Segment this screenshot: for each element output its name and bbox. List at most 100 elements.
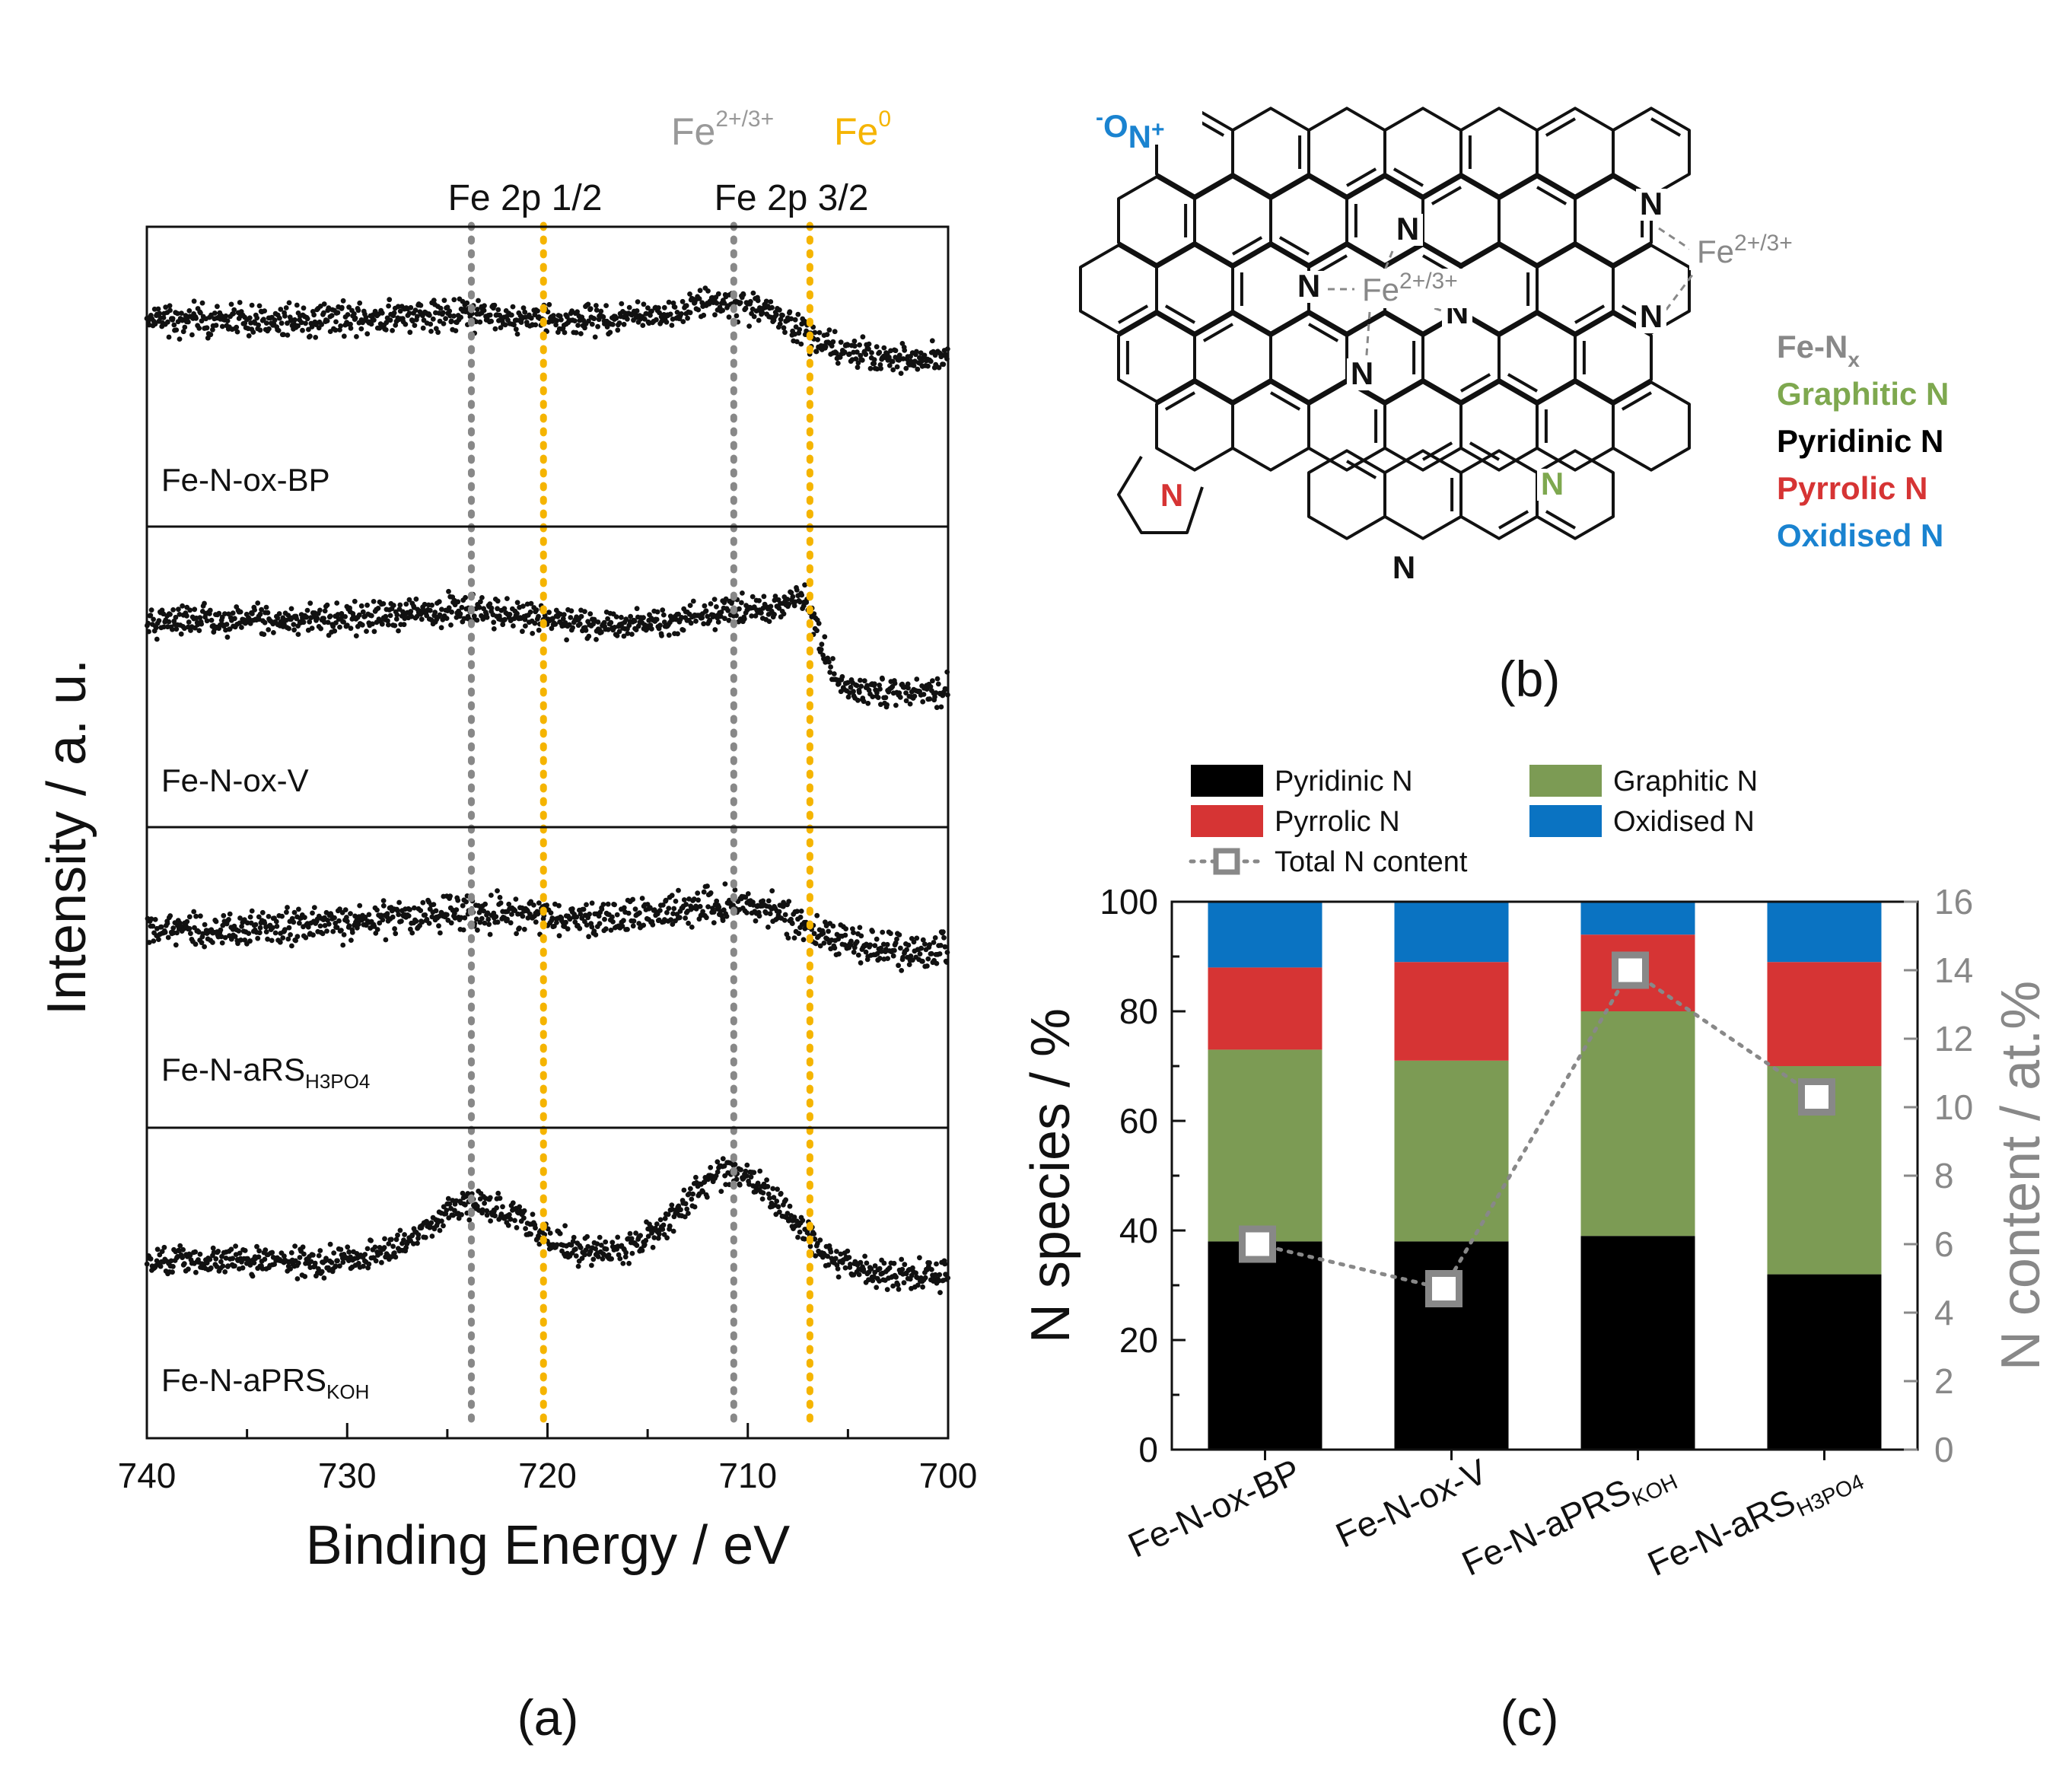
data-point xyxy=(412,307,419,314)
data-point xyxy=(877,956,883,961)
data-point xyxy=(413,596,419,602)
data-point xyxy=(883,695,889,701)
data-point xyxy=(208,1265,214,1271)
data-point xyxy=(663,897,669,903)
data-point xyxy=(180,1246,186,1253)
data-point xyxy=(893,702,899,708)
data-point xyxy=(640,323,646,328)
data-point xyxy=(645,1234,651,1239)
data-point xyxy=(832,329,838,335)
data-point xyxy=(259,909,266,915)
data-point xyxy=(871,357,877,362)
data-point xyxy=(544,902,549,908)
data-point xyxy=(371,924,377,929)
data-point xyxy=(755,298,761,304)
atom-mask xyxy=(1537,469,1568,501)
data-point xyxy=(764,1177,769,1183)
y2-tick-label: 16 xyxy=(1934,882,1973,922)
data-point xyxy=(151,938,157,944)
data-point xyxy=(662,1215,668,1221)
data-point xyxy=(530,631,536,636)
data-point xyxy=(802,318,807,324)
data-point xyxy=(322,619,327,626)
data-point xyxy=(251,1260,257,1265)
data-point xyxy=(864,1260,870,1266)
data-point xyxy=(444,1208,450,1213)
data-point xyxy=(906,962,912,967)
data-point xyxy=(750,902,756,908)
legend-swatch xyxy=(1529,805,1602,837)
data-point xyxy=(670,1228,676,1234)
data-point xyxy=(403,321,409,327)
data-point xyxy=(825,1253,831,1259)
data-point xyxy=(301,1251,307,1257)
data-point xyxy=(724,913,730,919)
data-point xyxy=(741,616,747,622)
data-point xyxy=(625,910,632,916)
data-point xyxy=(654,609,660,615)
data-point xyxy=(592,334,598,340)
data-point xyxy=(586,318,591,324)
data-point xyxy=(586,934,591,940)
data-point xyxy=(485,916,492,922)
data-point xyxy=(254,1243,259,1249)
pyridinic-n-atom: N xyxy=(1351,355,1373,391)
data-point xyxy=(548,910,554,915)
data-point xyxy=(693,1174,699,1180)
data-point xyxy=(707,617,713,623)
data-point xyxy=(853,356,859,361)
data-point xyxy=(422,1234,428,1240)
data-point xyxy=(359,622,365,628)
data-point xyxy=(860,334,866,340)
data-point xyxy=(866,346,871,352)
data-point xyxy=(884,1287,890,1292)
double-bond xyxy=(1650,117,1682,137)
data-point xyxy=(924,686,930,692)
data-point xyxy=(330,928,336,934)
double-bond xyxy=(1507,373,1539,393)
data-point xyxy=(391,310,397,316)
data-point xyxy=(857,925,863,931)
data-point xyxy=(587,911,592,917)
data-point xyxy=(656,305,661,310)
data-point xyxy=(433,908,439,914)
data-point xyxy=(330,623,336,629)
data-point xyxy=(286,925,292,931)
data-point xyxy=(257,611,263,617)
data-point xyxy=(428,617,434,622)
data-point xyxy=(937,1272,943,1278)
data-point xyxy=(396,628,401,634)
data-point xyxy=(352,315,358,321)
data-point xyxy=(781,899,786,906)
data-point xyxy=(441,1204,447,1210)
data-point xyxy=(475,927,480,933)
data-point xyxy=(325,619,331,626)
data-point xyxy=(610,914,615,920)
data-point xyxy=(321,301,327,307)
data-point xyxy=(645,305,651,311)
data-point xyxy=(680,627,686,633)
data-point xyxy=(922,1275,928,1281)
bar-segment xyxy=(1767,1274,1882,1450)
data-point xyxy=(848,684,854,690)
data-point xyxy=(702,1179,708,1185)
data-point xyxy=(711,909,717,915)
data-point xyxy=(459,1211,464,1218)
data-point xyxy=(826,1262,832,1268)
data-point xyxy=(202,944,207,950)
species-label-fe-oxide: Fe2+/3+ xyxy=(671,107,774,153)
data-point xyxy=(495,606,500,612)
data-point xyxy=(305,924,311,930)
data-point xyxy=(294,616,300,622)
data-point xyxy=(838,1251,844,1257)
data-point xyxy=(739,600,744,606)
data-point xyxy=(797,1229,803,1235)
data-point xyxy=(512,1218,517,1224)
data-point xyxy=(506,901,512,907)
atom-mask xyxy=(1636,189,1666,221)
y2-tick-label: 6 xyxy=(1934,1224,1954,1264)
data-point xyxy=(749,613,755,619)
data-point xyxy=(303,320,308,326)
data-point xyxy=(148,916,154,922)
data-point xyxy=(307,600,314,606)
